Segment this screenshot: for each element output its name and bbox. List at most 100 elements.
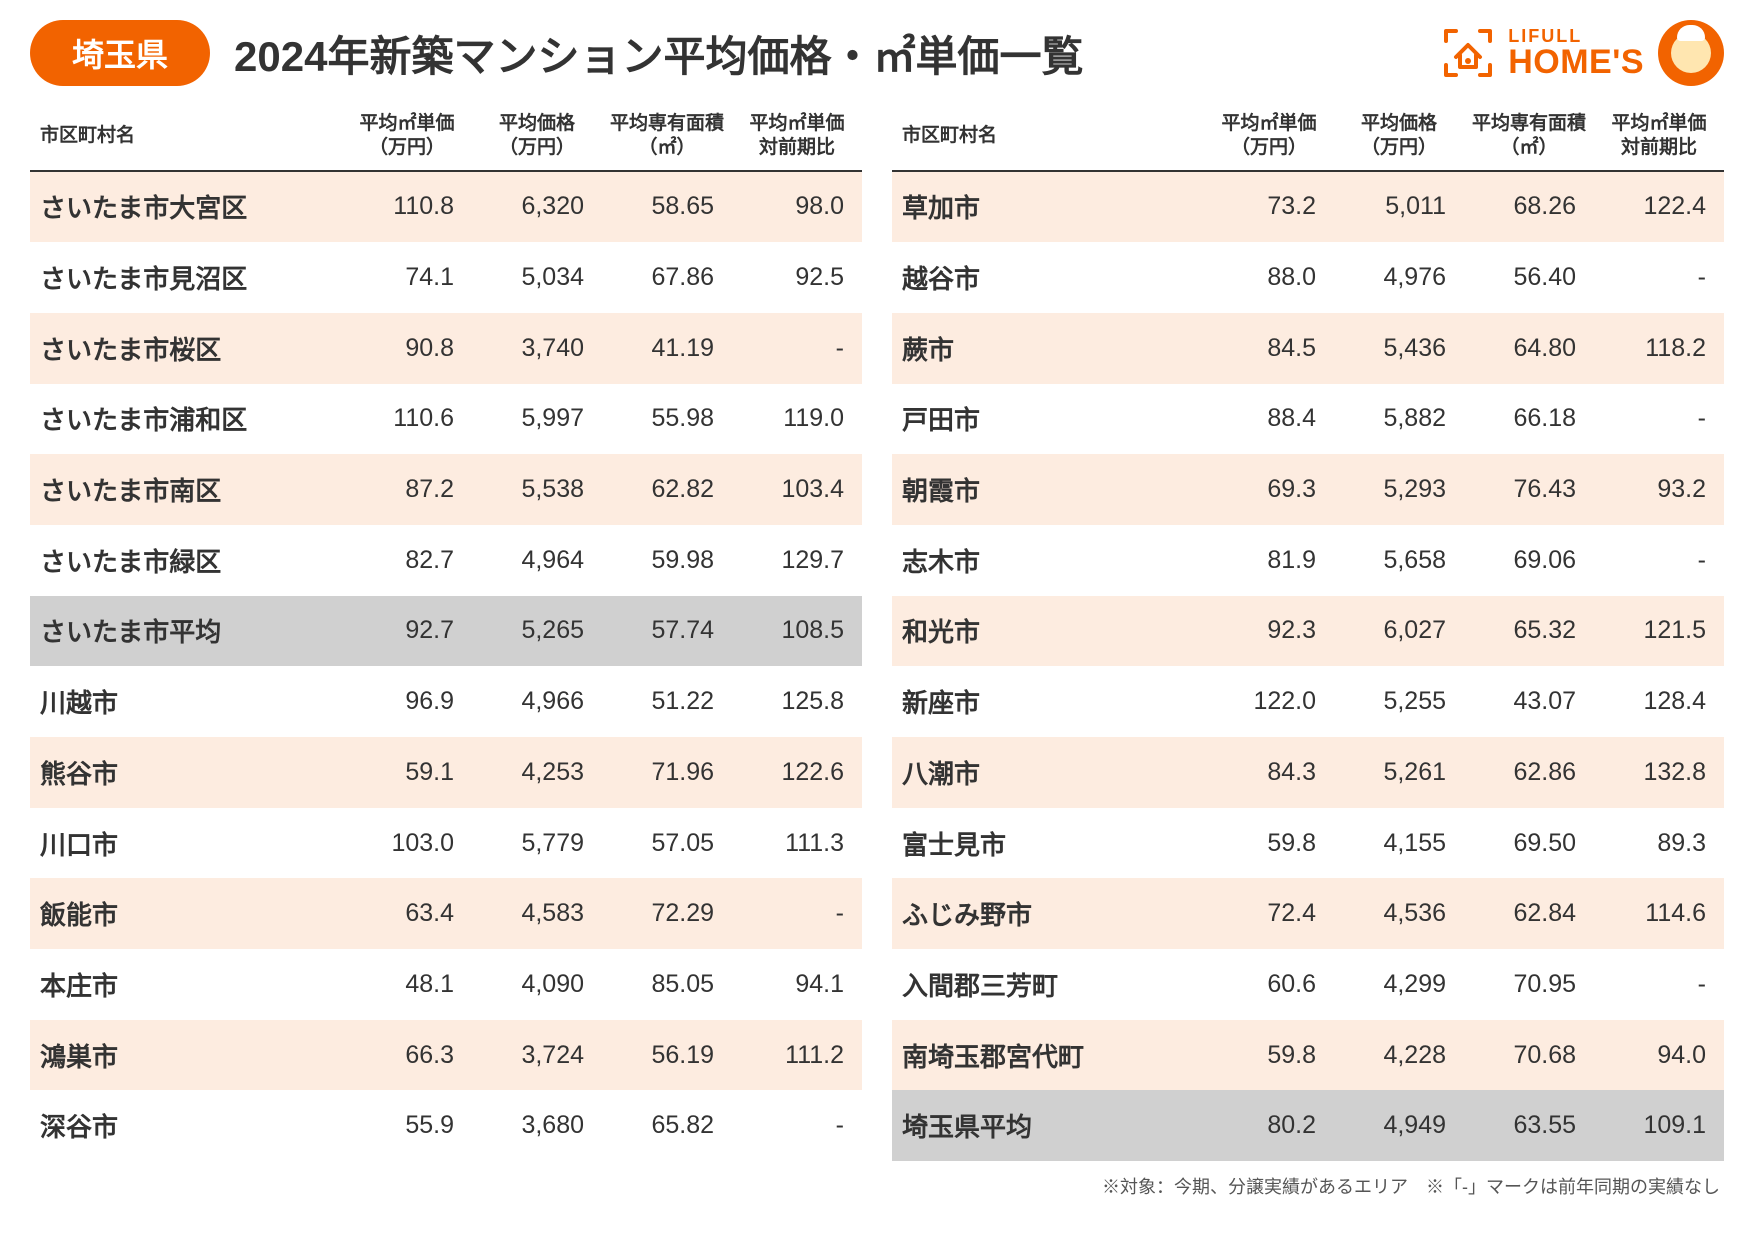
- cell-name: 川口市: [30, 825, 342, 862]
- cell-m2: 69.3: [1204, 475, 1334, 504]
- table-row: 新座市122.05,25543.07128.4: [892, 666, 1724, 737]
- cell-yoy: 125.8: [732, 687, 862, 716]
- cell-m2: 96.9: [342, 687, 472, 716]
- col-area: 平均専有面積 （㎡）: [602, 112, 732, 160]
- cell-yoy: 122.6: [732, 758, 862, 787]
- cell-yoy: 111.2: [732, 1041, 862, 1070]
- table-row: 南埼玉郡宮代町59.84,22870.6894.0: [892, 1020, 1724, 1091]
- cell-area: 67.86: [602, 263, 732, 292]
- mascot-icon: [1658, 20, 1724, 86]
- cell-price: 5,882: [1334, 404, 1464, 433]
- cell-name: 戸田市: [892, 400, 1204, 437]
- table-header: 市区町村名 平均㎡単価 （万円） 平均価格 （万円） 平均専有面積 （㎡） 平均…: [892, 106, 1724, 172]
- col-yoy: 平均㎡単価 対前期比: [1594, 112, 1724, 160]
- cell-name: さいたま市平均: [30, 612, 342, 649]
- table-row: 八潮市84.35,26162.86132.8: [892, 737, 1724, 808]
- cell-name: 越谷市: [892, 259, 1204, 296]
- cell-area: 51.22: [602, 687, 732, 716]
- cell-name: 鴻巣市: [30, 1037, 342, 1074]
- table-row: さいたま市桜区90.83,74041.19-: [30, 313, 862, 384]
- table-row: さいたま市南区87.25,53862.82103.4: [30, 454, 862, 525]
- table-row: 朝霞市69.35,29376.4393.2: [892, 454, 1724, 525]
- cell-name: 本庄市: [30, 966, 342, 1003]
- cell-area: 62.84: [1464, 899, 1594, 928]
- cell-area: 58.65: [602, 192, 732, 221]
- cell-price: 4,583: [472, 899, 602, 928]
- col-yoy: 平均㎡単価 対前期比: [732, 112, 862, 160]
- cell-m2: 66.3: [342, 1041, 472, 1070]
- cell-yoy: -: [1594, 970, 1724, 999]
- cell-price: 4,536: [1334, 899, 1464, 928]
- cell-name: さいたま市大宮区: [30, 188, 342, 225]
- cell-area: 59.98: [602, 546, 732, 575]
- cell-price: 4,976: [1334, 263, 1464, 292]
- cell-m2: 63.4: [342, 899, 472, 928]
- cell-price: 4,949: [1334, 1111, 1464, 1140]
- table-row: ふじみ野市72.44,53662.84114.6: [892, 878, 1724, 949]
- cell-yoy: 119.0: [732, 404, 862, 433]
- cell-name: 富士見市: [892, 825, 1204, 862]
- cell-name: 新座市: [892, 683, 1204, 720]
- table-row: 越谷市88.04,97656.40-: [892, 242, 1724, 313]
- table-left: 市区町村名 平均㎡単価 （万円） 平均価格 （万円） 平均専有面積 （㎡） 平均…: [30, 106, 862, 1161]
- cell-m2: 90.8: [342, 334, 472, 363]
- cell-m2: 81.9: [1204, 546, 1334, 575]
- house-icon: [1440, 25, 1496, 81]
- cell-area: 70.95: [1464, 970, 1594, 999]
- cell-price: 5,265: [472, 616, 602, 645]
- cell-price: 6,320: [472, 192, 602, 221]
- cell-yoy: 114.6: [1594, 899, 1724, 928]
- col-name: 市区町村名: [30, 124, 342, 148]
- cell-name: さいたま市浦和区: [30, 400, 342, 437]
- cell-price: 4,299: [1334, 970, 1464, 999]
- cell-yoy: 93.2: [1594, 475, 1724, 504]
- table-row: 富士見市59.84,15569.5089.3: [892, 808, 1724, 879]
- table-row: 深谷市55.93,68065.82-: [30, 1090, 862, 1161]
- cell-yoy: -: [1594, 546, 1724, 575]
- cell-area: 57.74: [602, 616, 732, 645]
- cell-name: さいたま市南区: [30, 471, 342, 508]
- cell-area: 72.29: [602, 899, 732, 928]
- table-row: さいたま市大宮区110.86,32058.6598.0: [30, 172, 862, 243]
- cell-name: 飯能市: [30, 895, 342, 932]
- cell-price: 6,027: [1334, 616, 1464, 645]
- cell-yoy: 109.1: [1594, 1111, 1724, 1140]
- cell-area: 62.82: [602, 475, 732, 504]
- table-row: さいたま市平均92.75,26557.74108.5: [30, 596, 862, 667]
- cell-area: 63.55: [1464, 1111, 1594, 1140]
- cell-yoy: 89.3: [1594, 829, 1724, 858]
- cell-price: 5,255: [1334, 687, 1464, 716]
- cell-yoy: 108.5: [732, 616, 862, 645]
- footnote: ※対象：今期、分譲実績があるエリア ※「-」マークは前年同期の実績なし: [30, 1173, 1724, 1199]
- col-price: 平均価格 （万円）: [472, 112, 602, 160]
- cell-price: 4,964: [472, 546, 602, 575]
- cell-area: 68.26: [1464, 192, 1594, 221]
- cell-price: 5,538: [472, 475, 602, 504]
- table-row: 入間郡三芳町60.64,29970.95-: [892, 949, 1724, 1020]
- cell-price: 4,966: [472, 687, 602, 716]
- cell-price: 5,261: [1334, 758, 1464, 787]
- cell-yoy: 92.5: [732, 263, 862, 292]
- cell-name: 蕨市: [892, 330, 1204, 367]
- cell-name: 朝霞市: [892, 471, 1204, 508]
- cell-m2: 122.0: [1204, 687, 1334, 716]
- cell-yoy: 94.1: [732, 970, 862, 999]
- table-row: 埼玉県平均80.24,94963.55109.1: [892, 1090, 1724, 1161]
- cell-name: ふじみ野市: [892, 895, 1204, 932]
- col-m2: 平均㎡単価 （万円）: [1204, 112, 1334, 160]
- cell-m2: 103.0: [342, 829, 472, 858]
- table-row: 川越市96.94,96651.22125.8: [30, 666, 862, 737]
- cell-name: さいたま市緑区: [30, 542, 342, 579]
- cell-name: 和光市: [892, 612, 1204, 649]
- cell-m2: 48.1: [342, 970, 472, 999]
- cell-price: 5,779: [472, 829, 602, 858]
- cell-yoy: 103.4: [732, 475, 862, 504]
- brand-logo: LIFULL HOME'S: [1440, 20, 1724, 86]
- table-row: 和光市92.36,02765.32121.5: [892, 596, 1724, 667]
- cell-area: 76.43: [1464, 475, 1594, 504]
- cell-m2: 59.1: [342, 758, 472, 787]
- cell-yoy: 111.3: [732, 829, 862, 858]
- cell-area: 56.40: [1464, 263, 1594, 292]
- cell-area: 65.32: [1464, 616, 1594, 645]
- table-header: 市区町村名 平均㎡単価 （万円） 平均価格 （万円） 平均専有面積 （㎡） 平均…: [30, 106, 862, 172]
